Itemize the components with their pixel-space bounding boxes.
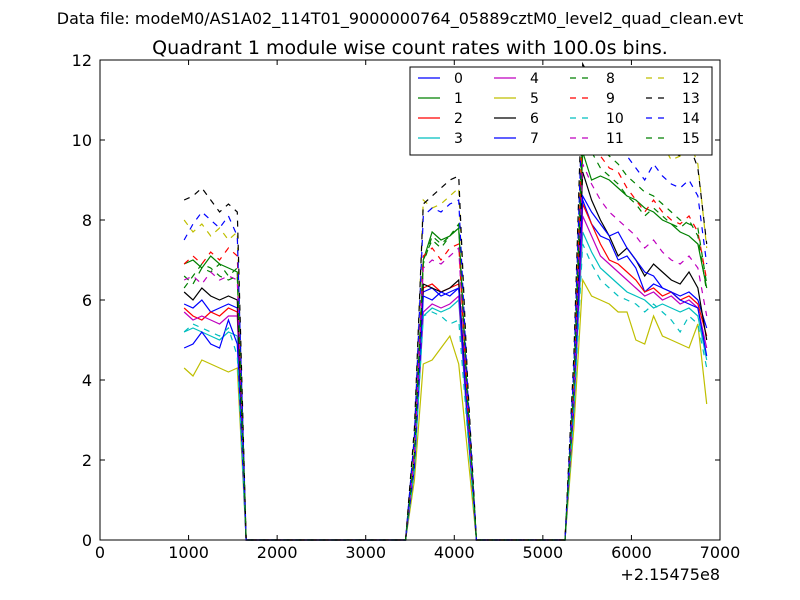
legend-label-14: 14 xyxy=(682,111,700,127)
x-offset-label: +2.15475e8 xyxy=(620,565,720,584)
legend-label-5: 5 xyxy=(530,91,539,107)
y-tick-label: 0 xyxy=(82,531,92,550)
y-tick-label: 12 xyxy=(72,51,92,70)
legend-label-13: 13 xyxy=(682,91,700,107)
x-tick-label: 5000 xyxy=(522,543,563,562)
series-line-9 xyxy=(183,117,708,541)
legend-label-2: 2 xyxy=(454,111,463,127)
y-tick-label: 6 xyxy=(82,291,92,310)
legend-label-8: 8 xyxy=(606,71,615,87)
x-tick-label: 7000 xyxy=(700,543,741,562)
legend-label-6: 6 xyxy=(530,111,539,127)
x-tick-label: 2000 xyxy=(257,543,298,562)
legend-label-4: 4 xyxy=(530,71,539,87)
legend-label-9: 9 xyxy=(606,91,615,107)
series-line-4 xyxy=(183,215,708,541)
series-line-13 xyxy=(183,61,708,541)
legend-label-11: 11 xyxy=(606,131,624,147)
legend-label-1: 1 xyxy=(454,91,463,107)
legend-label-12: 12 xyxy=(682,71,700,87)
x-tick-label: 3000 xyxy=(345,543,386,562)
legend-label-15: 15 xyxy=(682,131,700,147)
series-line-2 xyxy=(183,203,708,541)
series-line-7 xyxy=(183,193,708,541)
legend-label-7: 7 xyxy=(530,131,539,147)
x-tick-label: 4000 xyxy=(434,543,475,562)
series-line-1 xyxy=(183,151,708,541)
x-tick-label: 6000 xyxy=(611,543,652,562)
series-line-8 xyxy=(183,113,708,541)
series-line-15 xyxy=(183,131,708,541)
legend-frame xyxy=(409,66,713,156)
y-tick-label: 2 xyxy=(82,451,92,470)
y-tick-label: 4 xyxy=(82,371,92,390)
chart-title: Quadrant 1 module wise count rates with … xyxy=(152,37,668,59)
x-tick-label: 0 xyxy=(95,543,105,562)
series-line-5 xyxy=(183,277,708,541)
legend-label-10: 10 xyxy=(606,111,624,127)
x-tick-label: 1000 xyxy=(168,543,209,562)
legend-label-3: 3 xyxy=(454,131,463,147)
series-line-6 xyxy=(183,171,708,541)
series-line-3 xyxy=(183,231,708,541)
y-tick-label: 8 xyxy=(82,211,92,230)
series-line-10 xyxy=(183,243,708,541)
series-line-0 xyxy=(183,199,708,541)
suptitle: Data file: modeM0/AS1A02_114T01_90000007… xyxy=(57,9,743,29)
y-tick-label: 10 xyxy=(72,131,92,150)
series-line-11 xyxy=(183,163,708,541)
legend-label-0: 0 xyxy=(454,71,463,87)
